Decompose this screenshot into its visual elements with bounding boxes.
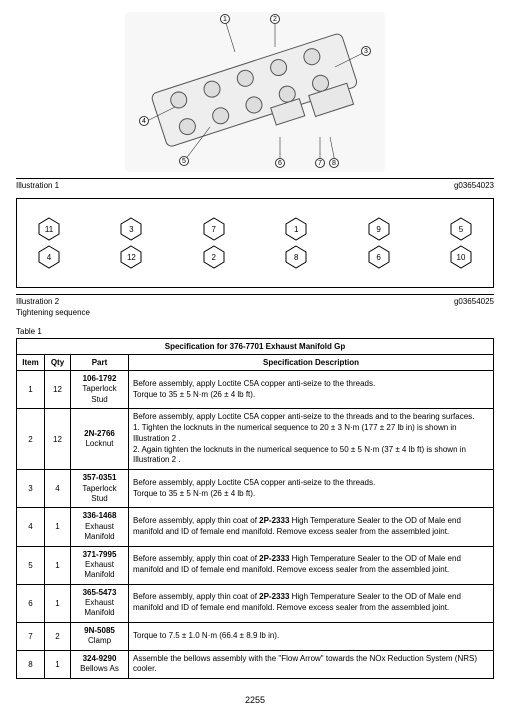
sequence-hex: 8 (284, 245, 308, 269)
illustration-1-caption: Illustration 1 g03654023 (16, 181, 494, 190)
sequence-hex: 1 (284, 217, 308, 241)
page-number: 2255 (16, 695, 494, 705)
cell-part: 365-5473Exhaust Manifold (71, 584, 129, 622)
illustration-1-label: Illustration 1 (16, 181, 59, 190)
cell-part: 357-0351Taperlock Stud (71, 470, 129, 508)
sequence-row-bottom: 4 12 2 8 6 10 (37, 245, 473, 269)
cell-item: 2 (17, 409, 45, 470)
callout-4: 4 (139, 116, 149, 126)
illustration-2-subcaption: Tightening sequence (16, 308, 494, 317)
cell-qty: 1 (45, 546, 71, 584)
illustration-1-code: g03654023 (454, 181, 494, 190)
table-row: 51371-7995Exhaust ManifoldBefore assembl… (17, 546, 494, 584)
col-qty: Qty (45, 355, 71, 371)
table-row: 2122N-2766LocknutBefore assembly, apply … (17, 409, 494, 470)
table-row: 112106-1792Taperlock StudBefore assembly… (17, 371, 494, 409)
table-row: 61365-5473Exhaust ManifoldBefore assembl… (17, 584, 494, 622)
callout-8: 8 (329, 158, 339, 168)
callout-5: 5 (179, 156, 189, 166)
cell-desc: Assemble the bellows assembly with the "… (129, 650, 494, 679)
callout-1: 1 (220, 14, 230, 24)
callout-7: 7 (315, 158, 325, 168)
cell-part: 106-1792Taperlock Stud (71, 371, 129, 409)
cell-desc: Before assembly, apply Loctite C5A coppe… (129, 371, 494, 409)
col-part: Part (71, 355, 129, 371)
sequence-hex: 11 (37, 217, 61, 241)
cell-item: 3 (17, 470, 45, 508)
spec-table: Specification for 376-7701 Exhaust Manif… (16, 338, 494, 679)
cell-item: 4 (17, 508, 45, 546)
sequence-hex: 4 (37, 245, 61, 269)
table-row: 81324-9290Bellows AsAssemble the bellows… (17, 650, 494, 679)
cell-desc: Before assembly, apply thin coat of 2P-2… (129, 546, 494, 584)
cell-item: 6 (17, 584, 45, 622)
illustration-1: 1 2 3 4 5 6 7 8 (16, 12, 494, 172)
cell-desc: Before assembly, apply thin coat of 2P-2… (129, 584, 494, 622)
col-desc: Specification Description (129, 355, 494, 371)
sequence-hex: 10 (449, 245, 473, 269)
cell-item: 1 (17, 371, 45, 409)
sequence-hex: 12 (119, 245, 143, 269)
callout-3: 3 (361, 46, 371, 56)
col-item: Item (17, 355, 45, 371)
illustration-2-caption: Illustration 2 g03654025 (16, 297, 494, 306)
cell-qty: 2 (45, 622, 71, 650)
illustration-2-code: g03654025 (454, 297, 494, 306)
callout-6: 6 (275, 158, 285, 168)
tightening-sequence-box: 11 3 7 1 9 5 4 12 2 8 6 10 (16, 198, 494, 288)
sequence-hex: 5 (449, 217, 473, 241)
cell-part: 9N-5085Clamp (71, 622, 129, 650)
cell-part: 324-9290Bellows As (71, 650, 129, 679)
table-row: 41336-1468Exhaust ManifoldBefore assembl… (17, 508, 494, 546)
cell-desc: Torque to 7.5 ± 1.0 N·m (66.4 ± 8.9 lb i… (129, 622, 494, 650)
cell-qty: 1 (45, 584, 71, 622)
table-supertitle: Table 1 (16, 327, 494, 336)
cell-part: 336-1468Exhaust Manifold (71, 508, 129, 546)
cell-item: 5 (17, 546, 45, 584)
cell-qty: 12 (45, 371, 71, 409)
sequence-hex: 2 (202, 245, 226, 269)
cell-qty: 1 (45, 508, 71, 546)
cell-item: 8 (17, 650, 45, 679)
sequence-hex: 9 (367, 217, 391, 241)
cell-qty: 12 (45, 409, 71, 470)
cell-desc: Before assembly, apply Loctite C5A coppe… (129, 409, 494, 470)
table-header-row: Item Qty Part Specification Description (17, 355, 494, 371)
table-row: 729N-5085ClampTorque to 7.5 ± 1.0 N·m (6… (17, 622, 494, 650)
cell-item: 7 (17, 622, 45, 650)
manifold-drawing (125, 12, 385, 172)
table-row: 34357-0351Taperlock StudBefore assembly,… (17, 470, 494, 508)
cell-qty: 1 (45, 650, 71, 679)
sequence-hex: 6 (367, 245, 391, 269)
sequence-row-top: 11 3 7 1 9 5 (37, 217, 473, 241)
illustration-1-image: 1 2 3 4 5 6 7 8 (125, 12, 385, 172)
table-title: Specification for 376-7701 Exhaust Manif… (17, 339, 494, 355)
cell-part: 371-7995Exhaust Manifold (71, 546, 129, 584)
divider (16, 178, 494, 179)
callout-2: 2 (270, 14, 280, 24)
cell-desc: Before assembly, apply thin coat of 2P-2… (129, 508, 494, 546)
cell-desc: Before assembly, apply Loctite C5A coppe… (129, 470, 494, 508)
sequence-hex: 3 (119, 217, 143, 241)
cell-part: 2N-2766Locknut (71, 409, 129, 470)
illustration-2-label: Illustration 2 (16, 297, 59, 306)
cell-qty: 4 (45, 470, 71, 508)
sequence-hex: 7 (202, 217, 226, 241)
divider (16, 294, 494, 295)
